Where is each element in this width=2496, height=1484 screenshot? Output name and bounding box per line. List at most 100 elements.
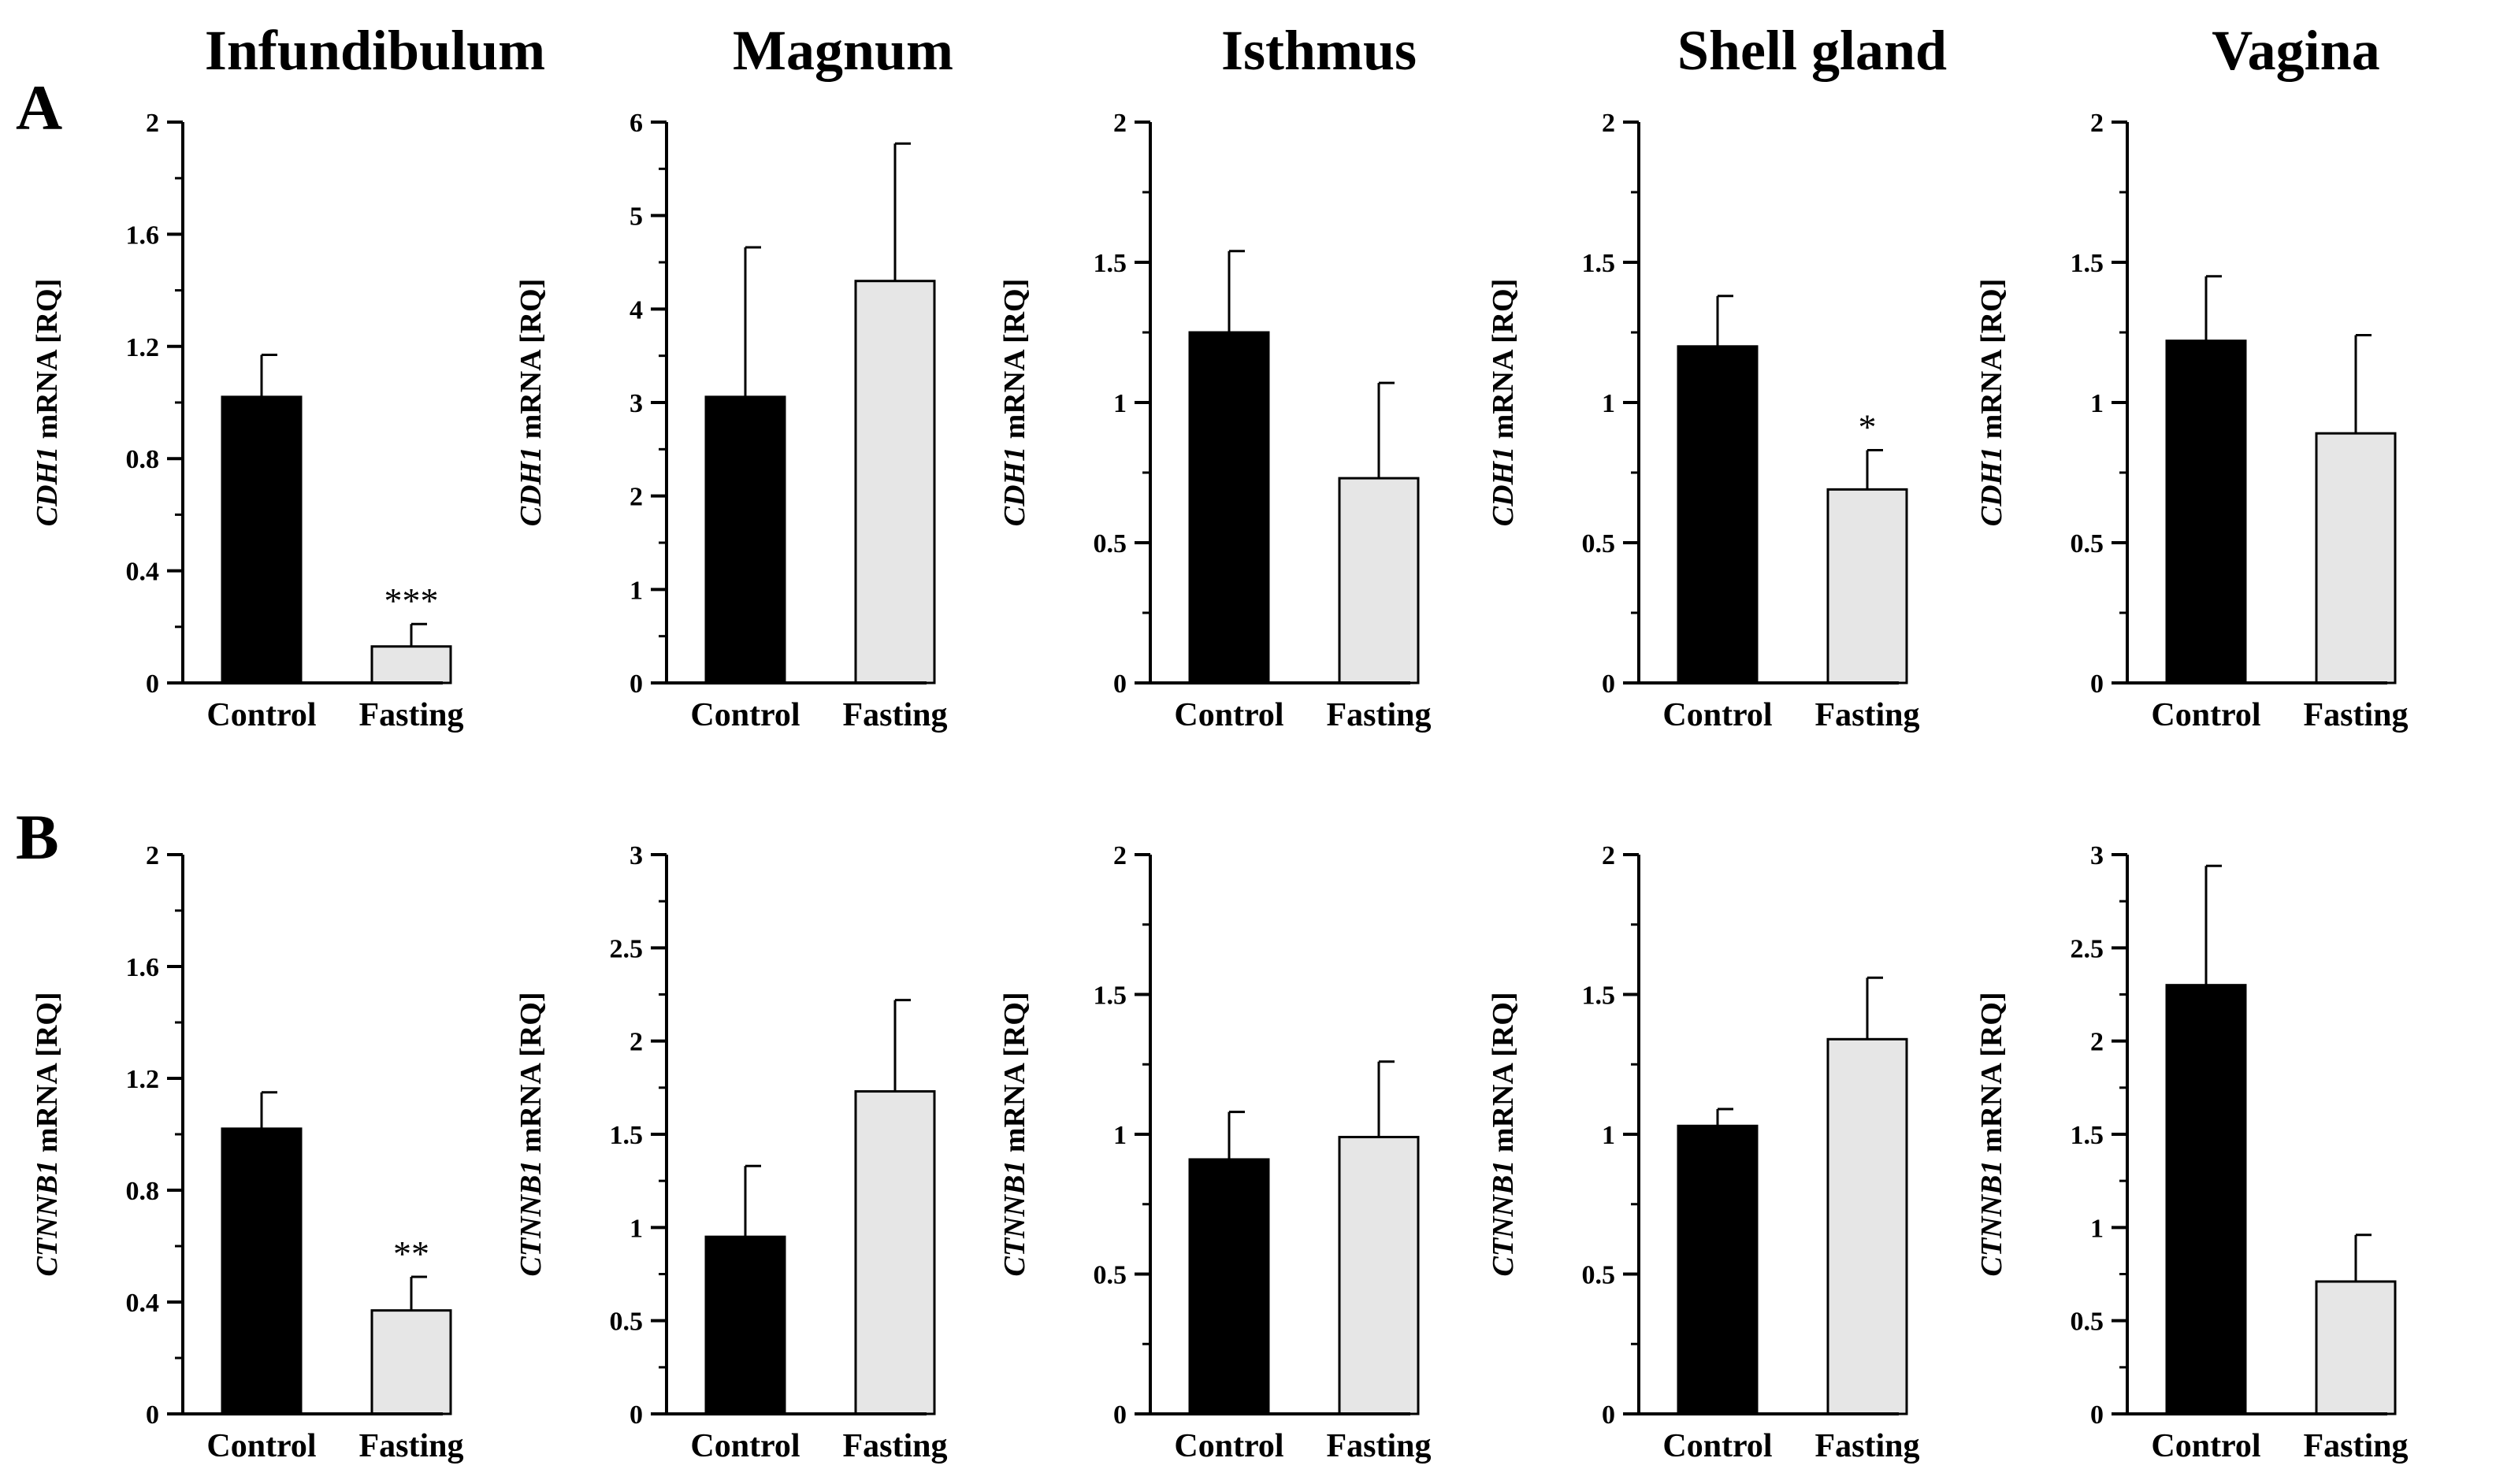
y-tick-label: 1.5 [1094, 249, 1127, 278]
significance-marker: ** [393, 1234, 429, 1274]
y-tick-label: 3 [630, 841, 643, 870]
x-tick-label: Control [206, 697, 316, 733]
y-tick-label: 2 [1113, 109, 1127, 138]
fasting-bar [2315, 432, 2397, 684]
y-tick-label: 2 [2090, 1028, 2104, 1057]
y-tick-label: 0.5 [2071, 1308, 2104, 1337]
x-tick-label: Control [690, 1428, 800, 1464]
y-axis-label: CDH1 mRNA [RQ] [998, 279, 1031, 527]
chart-panel: 0 0.4 0.8 1.2 1.6 2 Control ** Fasting CTNNB1 mRN… [31, 841, 464, 1464]
y-tick-label: 2 [630, 483, 643, 512]
column-title: Magnum [733, 19, 953, 82]
chart-panel: 0 0.5 1 1.5 2 Control Fasting CDH1 mRNA [RQ] [998, 109, 1432, 733]
y-tick-label: 0.4 [126, 558, 160, 587]
y-axis-label: CTNNB1 mRNA [RQ] [514, 992, 548, 1277]
x-tick-label: Fasting [1326, 697, 1431, 733]
y-tick-label: 2.5 [610, 934, 644, 963]
fasting-bar [1826, 1037, 1908, 1415]
y-tick-label: 0 [146, 670, 159, 699]
y-axis-label-gene: CTNNB1 [1487, 1160, 1520, 1277]
y-tick-label: 1 [1113, 389, 1127, 418]
y-tick-label: 1.5 [2071, 249, 2104, 278]
y-tick-label: 1.5 [2071, 1121, 2104, 1150]
y-tick-label: 0.8 [126, 445, 160, 474]
y-axis-label-gene: CTNNB1 [514, 1160, 548, 1277]
y-tick-label: 1.2 [126, 1065, 160, 1094]
y-axis-label-unit: mRNA [RQ] [1975, 992, 2008, 1160]
y-tick-label: 2 [1113, 841, 1127, 870]
fasting-bar [1338, 1136, 1420, 1415]
control-bar [704, 1235, 786, 1415]
control-bar [221, 1127, 303, 1415]
y-axis-label-gene: CDH1 [998, 447, 1031, 526]
chart-panel: 0 0.5 1 1.5 2 2.5 3 Control Fasting CTNNB1 mRNA [… [514, 841, 948, 1464]
significance-marker: *** [384, 581, 439, 621]
x-tick-label: Control [1174, 697, 1283, 733]
x-tick-label: Control [2151, 1428, 2260, 1464]
y-axis-label: CTNNB1 mRNA [RQ] [1975, 992, 2008, 1277]
y-tick-label: 1 [1602, 1121, 1615, 1150]
y-tick-label: 0 [1113, 670, 1127, 699]
y-axis-label-unit: mRNA [RQ] [514, 992, 548, 1160]
y-tick-label: 0.5 [610, 1308, 644, 1337]
column-title: Isthmus [1221, 19, 1417, 82]
y-tick-label: 3 [2090, 841, 2104, 870]
y-axis-label: CDH1 mRNA [RQ] [31, 279, 64, 527]
x-tick-label: Control [206, 1428, 316, 1464]
y-tick-label: 0.8 [126, 1177, 160, 1206]
x-tick-label: Control [690, 697, 800, 733]
significance-marker: * [1859, 407, 1877, 447]
y-axis-label-unit: mRNA [RQ] [1487, 279, 1520, 447]
y-tick-label: 0.5 [1582, 529, 1616, 558]
y-tick-label: 1.6 [126, 953, 160, 982]
y-tick-label: 2 [146, 841, 159, 870]
control-bar [1188, 1158, 1270, 1415]
y-axis-label-gene: CDH1 [31, 447, 64, 526]
y-tick-label: 1 [1602, 389, 1615, 418]
y-tick-label: 2 [630, 1028, 643, 1057]
column-title: Infundibulum [205, 19, 545, 82]
y-tick-label: 4 [630, 295, 643, 325]
y-tick-label: 1.2 [126, 333, 160, 362]
fasting-bar [854, 1090, 936, 1415]
y-tick-label: 1 [630, 1214, 643, 1243]
y-tick-label: 3 [630, 389, 643, 418]
y-tick-label: 0.5 [1094, 529, 1127, 558]
row-label: B [16, 801, 59, 873]
fasting-bar [1826, 488, 1908, 684]
chart-panel: 0 0.5 1 1.5 2 2.5 3 Control Fasting CTNNB1 mRNA [… [1975, 841, 2409, 1464]
y-axis-label-gene: CDH1 [514, 447, 548, 526]
y-axis-label: CDH1 mRNA [RQ] [1487, 279, 1520, 527]
y-axis-label-unit: mRNA [RQ] [1487, 992, 1520, 1160]
control-bar [1188, 331, 1270, 684]
x-tick-label: Fasting [2303, 697, 2408, 733]
y-tick-label: 5 [630, 202, 643, 232]
y-tick-label: 0.5 [1582, 1261, 1616, 1290]
y-tick-label: 2 [1602, 109, 1615, 138]
chart-panel: 0 1 2 3 4 5 6 Control Fasting CDH1 mRNA [RQ] [514, 109, 948, 733]
y-axis-label-gene: CDH1 [1487, 447, 1520, 526]
chart-panel: 0 0.5 1 1.5 2 Control Fasting CTNNB1 mRNA [RQ] [998, 841, 1432, 1464]
control-bar [2165, 984, 2247, 1415]
control-bar [1677, 1124, 1759, 1415]
y-tick-label: 2 [146, 109, 159, 138]
x-tick-label: Fasting [842, 697, 947, 733]
y-tick-label: 2 [1602, 841, 1615, 870]
x-tick-label: Fasting [2303, 1428, 2408, 1464]
x-tick-label: Fasting [1326, 1428, 1431, 1464]
y-axis-label-unit: mRNA [RQ] [998, 279, 1031, 447]
y-axis-label: CTNNB1 mRNA [RQ] [1487, 992, 1520, 1277]
control-bar [221, 395, 303, 684]
y-axis-label-unit: mRNA [RQ] [514, 279, 548, 447]
x-tick-label: Fasting [358, 1428, 463, 1464]
y-axis-label: CDH1 mRNA [RQ] [1975, 279, 2008, 527]
x-tick-label: Control [1662, 1428, 1772, 1464]
control-bar [704, 395, 786, 684]
chart-panel: 0 0.4 0.8 1.2 1.6 2 Control *** Fasting CDH1 mRNA… [31, 109, 464, 733]
y-tick-label: 1 [2090, 389, 2104, 418]
y-axis-label-gene: CTNNB1 [1975, 1160, 2008, 1277]
row-label: A [16, 72, 62, 143]
y-tick-label: 1 [2090, 1214, 2104, 1243]
